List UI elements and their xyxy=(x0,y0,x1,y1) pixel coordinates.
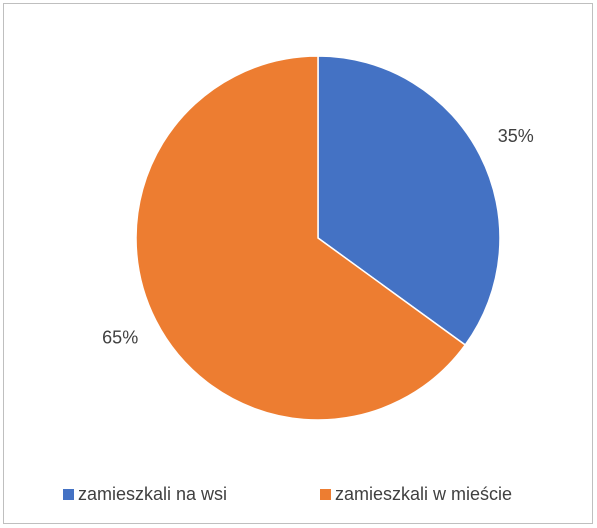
data-label: 65% xyxy=(102,328,138,348)
legend-swatch xyxy=(63,489,74,500)
data-label: 35% xyxy=(498,126,534,146)
pie-slice xyxy=(135,55,467,421)
legend-label: zamieszkali w mieście xyxy=(335,484,512,504)
legend-label: zamieszkali na wsi xyxy=(78,484,227,504)
legend-swatch xyxy=(320,489,331,500)
pie-slice xyxy=(317,55,501,347)
